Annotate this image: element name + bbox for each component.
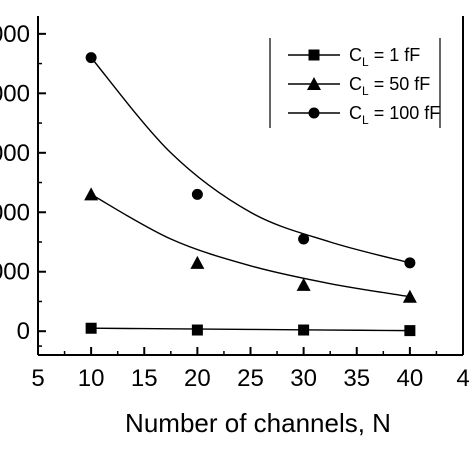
legend-marker <box>308 107 320 119</box>
legend-marker <box>308 49 320 61</box>
data-markers <box>84 52 417 337</box>
x-tick-label: 10 <box>78 365 105 392</box>
legend: CL = 1 fF CL = 50 fF CL = 100 fF <box>269 38 441 128</box>
data-point-series-1 <box>85 322 97 334</box>
x-tick-label: 15 <box>131 365 158 392</box>
x-tick-label: 25 <box>237 365 264 392</box>
data-point-series-3 <box>404 257 416 269</box>
legend-entry-3: CL = 100 fF <box>349 103 440 127</box>
axes: 51015202530354040000000000000000 <box>0 16 470 392</box>
x-tick-label: 20 <box>184 365 211 392</box>
data-point-series-2 <box>402 289 417 303</box>
data-point-series-3 <box>191 188 203 200</box>
x-tick-label: 40 <box>397 365 424 392</box>
data-point-series-2 <box>84 187 99 201</box>
x-tick-label: 4 <box>456 365 469 392</box>
fit-curves <box>90 57 411 332</box>
y-tick-label: 0 <box>17 318 30 345</box>
legend-marker <box>307 77 321 90</box>
data-point-series-1 <box>404 325 416 337</box>
data-point-series-1 <box>191 324 203 336</box>
fit-curve-series-3 <box>90 57 411 264</box>
data-point-series-1 <box>298 324 310 336</box>
x-tick-label: 5 <box>31 365 44 392</box>
x-tick-label: 35 <box>343 365 370 392</box>
x-axis-title: Number of channels, N <box>125 408 391 438</box>
data-point-series-2 <box>296 277 311 291</box>
legend-entry-1: CL = 1 fF <box>349 45 420 69</box>
x-tick-label: 30 <box>290 365 317 392</box>
y-tick-label: 000 <box>0 21 30 48</box>
fit-curve-series-2 <box>90 193 410 298</box>
legend-entry-2: CL = 50 fF <box>349 74 430 98</box>
y-tick-label: 000 <box>0 80 30 107</box>
y-tick-label: 000 <box>0 259 30 286</box>
y-tick-label: 000 <box>0 140 30 167</box>
data-point-series-3 <box>85 52 97 64</box>
y-tick-label: 000 <box>0 199 30 226</box>
fit-curve-series-1 <box>91 327 410 332</box>
data-point-series-3 <box>298 233 310 245</box>
data-point-series-2 <box>190 255 205 269</box>
